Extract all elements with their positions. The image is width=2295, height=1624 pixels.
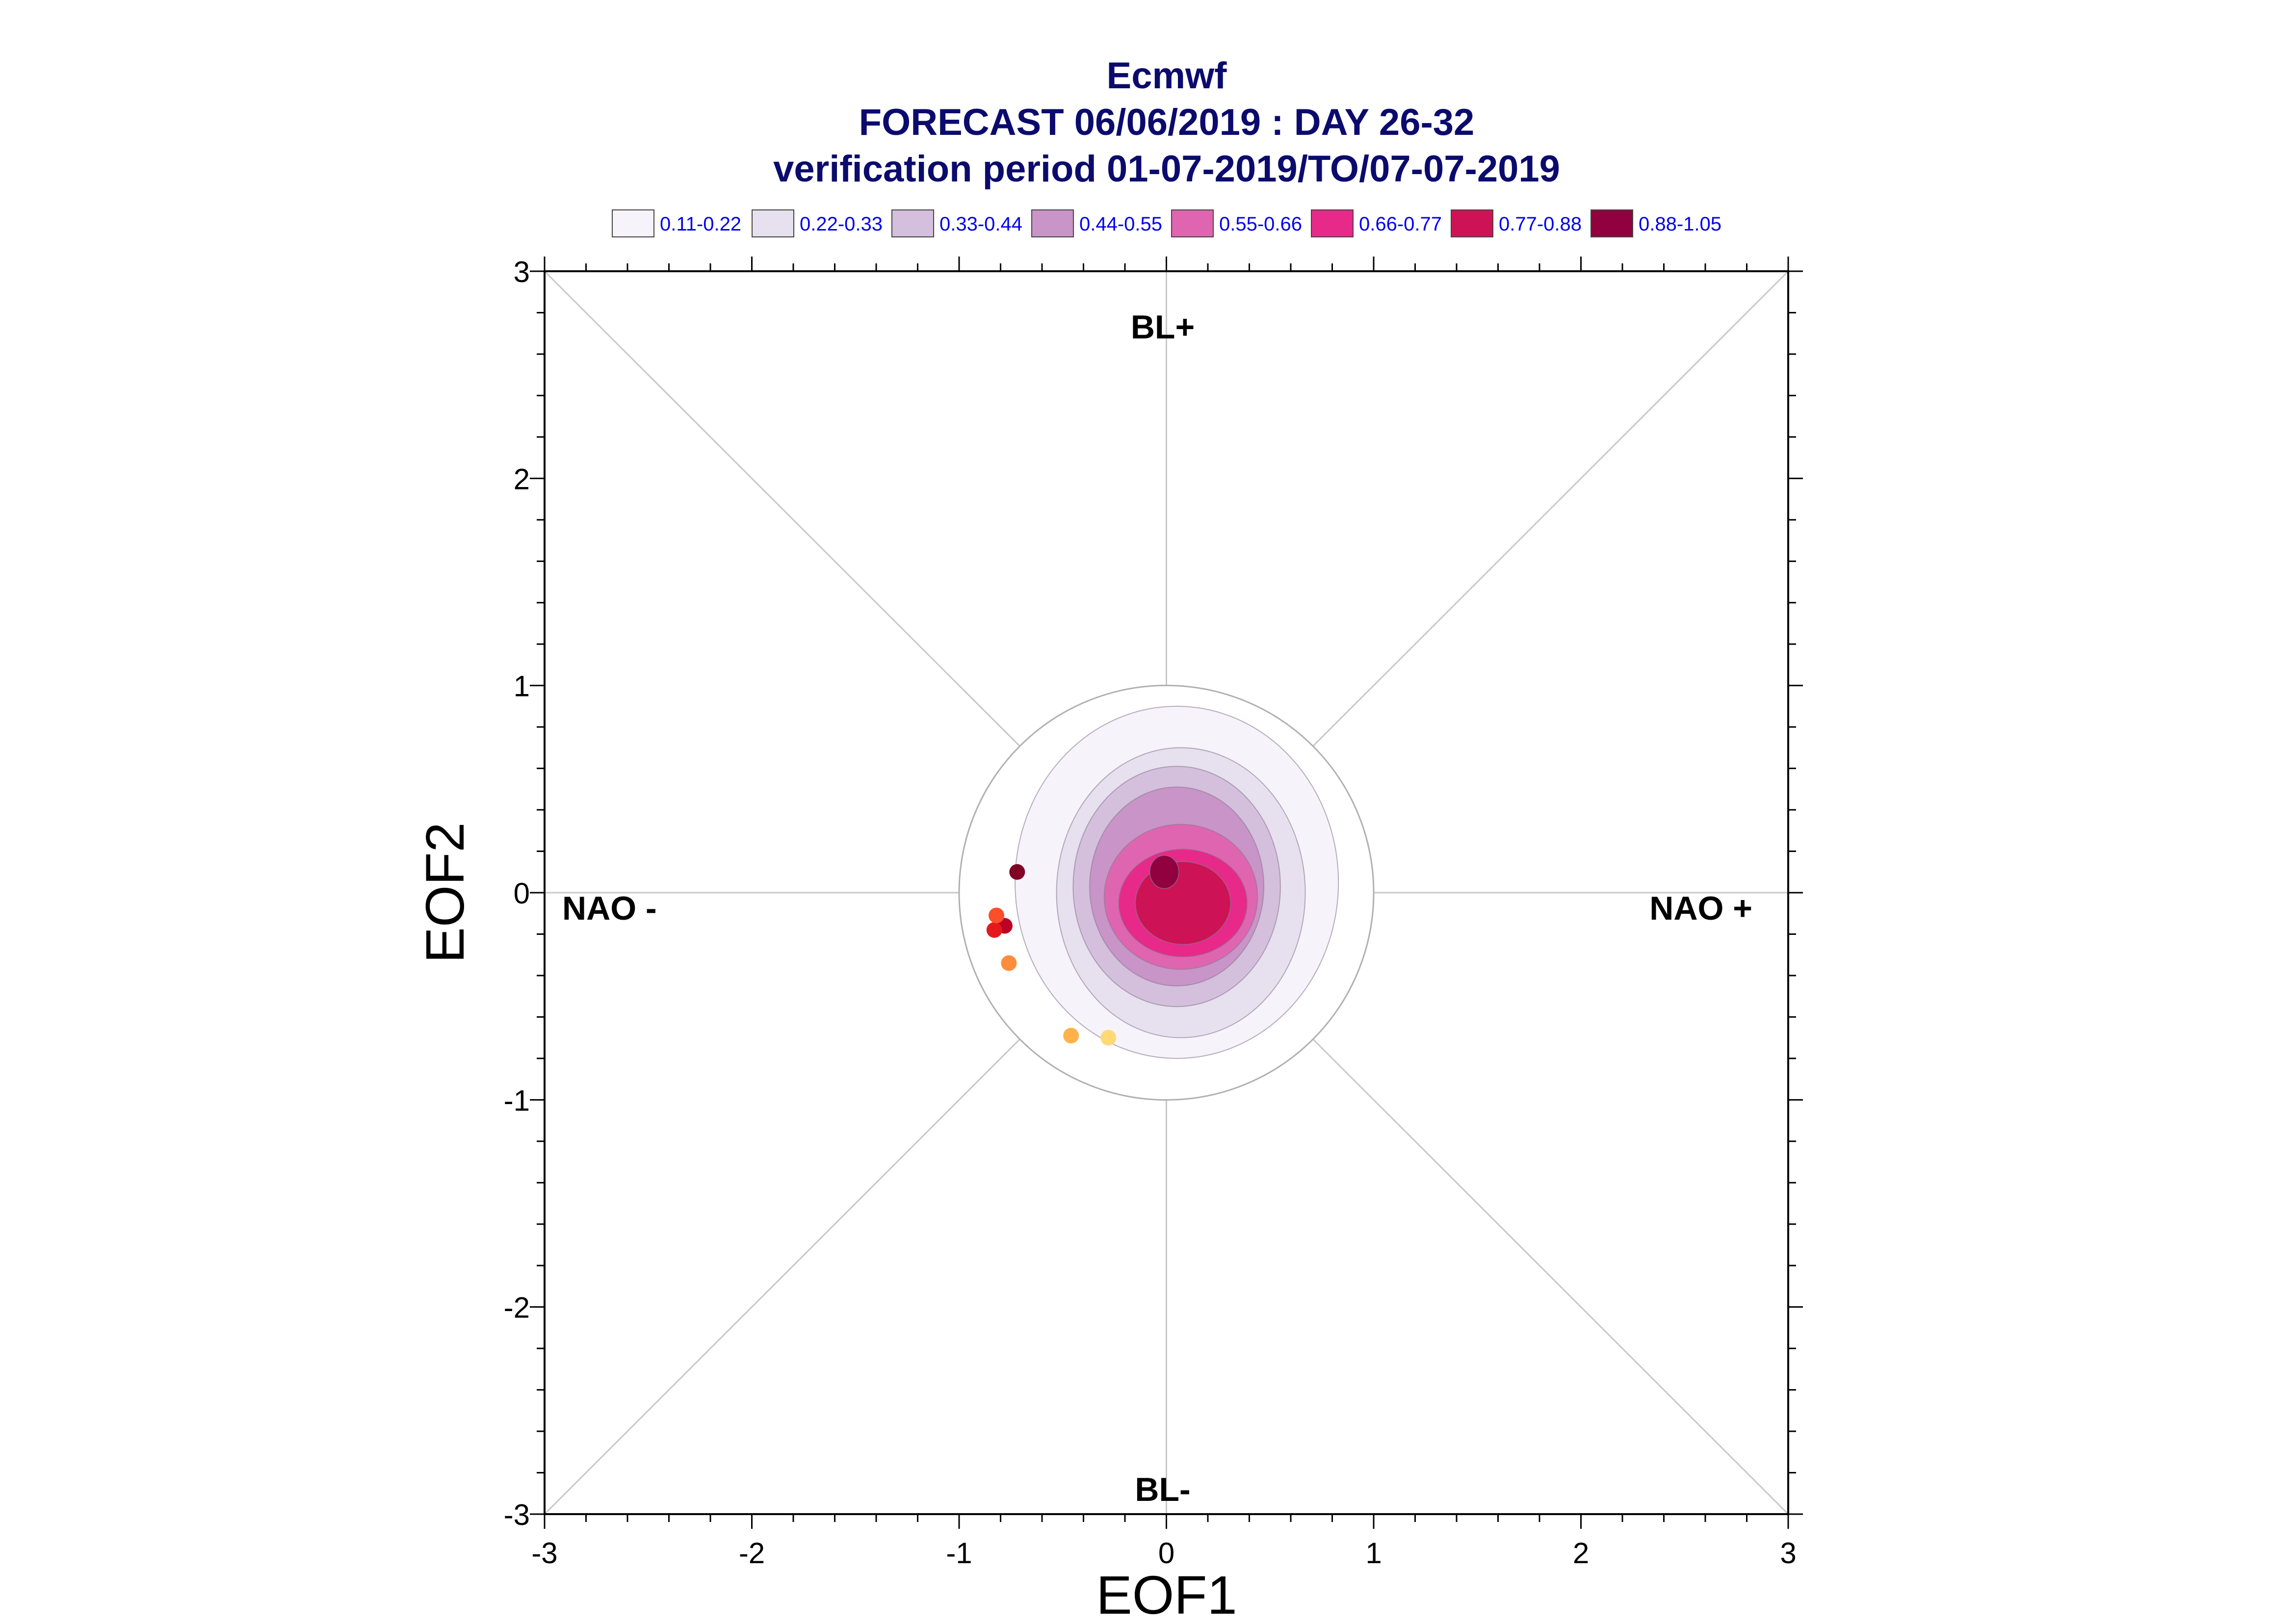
- legend-swatch: [1311, 209, 1354, 237]
- ensemble-points: [986, 864, 1117, 1046]
- legend-label: 0.55-0.66: [1219, 213, 1302, 235]
- x-tick-label: -2: [739, 1537, 765, 1570]
- data-point: [989, 907, 1005, 924]
- x-tick-label: 0: [1158, 1537, 1174, 1570]
- regime-label-nao-minus: NAO -: [562, 890, 657, 927]
- regime-label-nao-plus: NAO +: [1649, 890, 1752, 927]
- data-point: [1001, 955, 1017, 971]
- x-tick-label: 2: [1573, 1537, 1589, 1570]
- y-tick-label: -1: [504, 1084, 530, 1117]
- y-tick-label: -2: [504, 1291, 530, 1324]
- legend-swatch: [1031, 209, 1074, 237]
- y-tick-label: 1: [514, 670, 530, 703]
- regime-label-bl-minus: BL-: [1135, 1471, 1190, 1508]
- x-tick-label: 3: [1780, 1537, 1796, 1570]
- axis-ticks: -3 -2 -1 0 1 2 3 -3 -2 -1 0 1 2 3: [504, 256, 1803, 1570]
- regime-label-bl-plus: BL+: [1131, 309, 1195, 346]
- y-tick-label: 0: [514, 877, 530, 910]
- legend-label: 0.88-1.05: [1639, 213, 1721, 235]
- chart-subtitle-forecast: FORECAST 06/06/2019 : DAY 26-32: [859, 102, 1475, 143]
- legend-label: 0.77-0.88: [1499, 213, 1582, 235]
- legend-label: 0.66-0.77: [1359, 213, 1442, 235]
- data-point: [1100, 1030, 1117, 1046]
- plot-area: -3 -2 -1 0 1 2 3 -3 -2 -1 0 1 2 3: [504, 256, 1803, 1570]
- legend-label: 0.22-0.33: [800, 213, 883, 235]
- x-tick-label: -1: [946, 1537, 972, 1570]
- x-tick-label: 1: [1365, 1537, 1382, 1570]
- data-point: [986, 922, 1002, 938]
- legend-swatch: [891, 209, 934, 237]
- data-point: [1063, 1028, 1079, 1044]
- density-contour: [1149, 854, 1179, 889]
- y-tick-label: 3: [514, 256, 530, 288]
- y-tick-label: 2: [514, 463, 530, 495]
- legend-swatch: [1591, 209, 1633, 237]
- legend: 0.11-0.22 0.22-0.33 0.33-0.44 0.44-0.55 0.55…: [612, 209, 1721, 237]
- axis-labels: EOF1 EOF2 BL+ BL- NAO - NAO +: [415, 309, 1752, 1624]
- legend-label: 0.44-0.55: [1079, 213, 1162, 235]
- legend-swatch: [1451, 209, 1493, 237]
- data-point: [1009, 864, 1025, 880]
- x-tick-label: -3: [531, 1537, 557, 1570]
- chart-subtitle-verification: verification period 01-07-2019/TO/07-07-…: [773, 148, 1560, 190]
- legend-swatch: [612, 209, 654, 237]
- y-axis-title: EOF2: [415, 822, 475, 963]
- legend-label: 0.33-0.44: [939, 213, 1022, 235]
- y-tick-label: -3: [504, 1498, 530, 1531]
- chart-title: Ecmwf: [1107, 55, 1227, 97]
- legend-label: 0.11-0.22: [660, 213, 741, 235]
- x-axis-title: EOF1: [1096, 1565, 1237, 1624]
- legend-swatch: [1171, 209, 1214, 237]
- chart-titles: Ecmwf FORECAST 06/06/2019 : DAY 26-32 ve…: [773, 55, 1560, 190]
- legend-swatch: [752, 209, 794, 237]
- density-contours: [958, 685, 1375, 1101]
